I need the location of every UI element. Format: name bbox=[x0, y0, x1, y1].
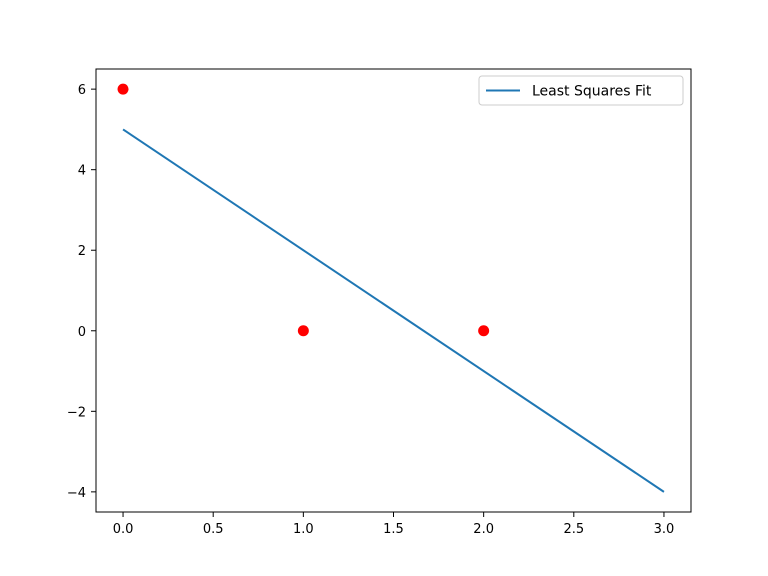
data-point bbox=[478, 325, 490, 337]
x-tick-label: 0.5 bbox=[203, 522, 224, 537]
data-point bbox=[117, 83, 129, 95]
x-tick-label: 0.0 bbox=[113, 522, 134, 537]
fit-line bbox=[122, 128, 665, 493]
y-tick-label: 6 bbox=[78, 83, 86, 98]
y-tick-label: 4 bbox=[78, 164, 86, 179]
y-tick-label: 0 bbox=[78, 325, 86, 340]
y-tick-label: −2 bbox=[67, 405, 86, 420]
x-tick-label: 3.0 bbox=[654, 522, 675, 537]
legend: Least Squares Fit bbox=[478, 75, 684, 106]
x-tick-label: 1.5 bbox=[383, 522, 404, 537]
legend-label: Least Squares Fit bbox=[532, 84, 652, 100]
x-tick-label: 2.5 bbox=[563, 522, 584, 537]
plot-area bbox=[117, 83, 665, 493]
x-tick-label: 1.0 bbox=[293, 522, 314, 537]
y-tick-label: −4 bbox=[67, 486, 86, 501]
y-tick-label: 2 bbox=[78, 244, 86, 259]
x-tick-label: 2.0 bbox=[473, 522, 494, 537]
axis-ticks: 0.0 0.5 1.0 1.5 2.0 2.5 3.0 −4 −2 0 2 4 6 bbox=[67, 83, 674, 537]
data-point bbox=[297, 325, 309, 337]
legend-box bbox=[478, 75, 684, 106]
